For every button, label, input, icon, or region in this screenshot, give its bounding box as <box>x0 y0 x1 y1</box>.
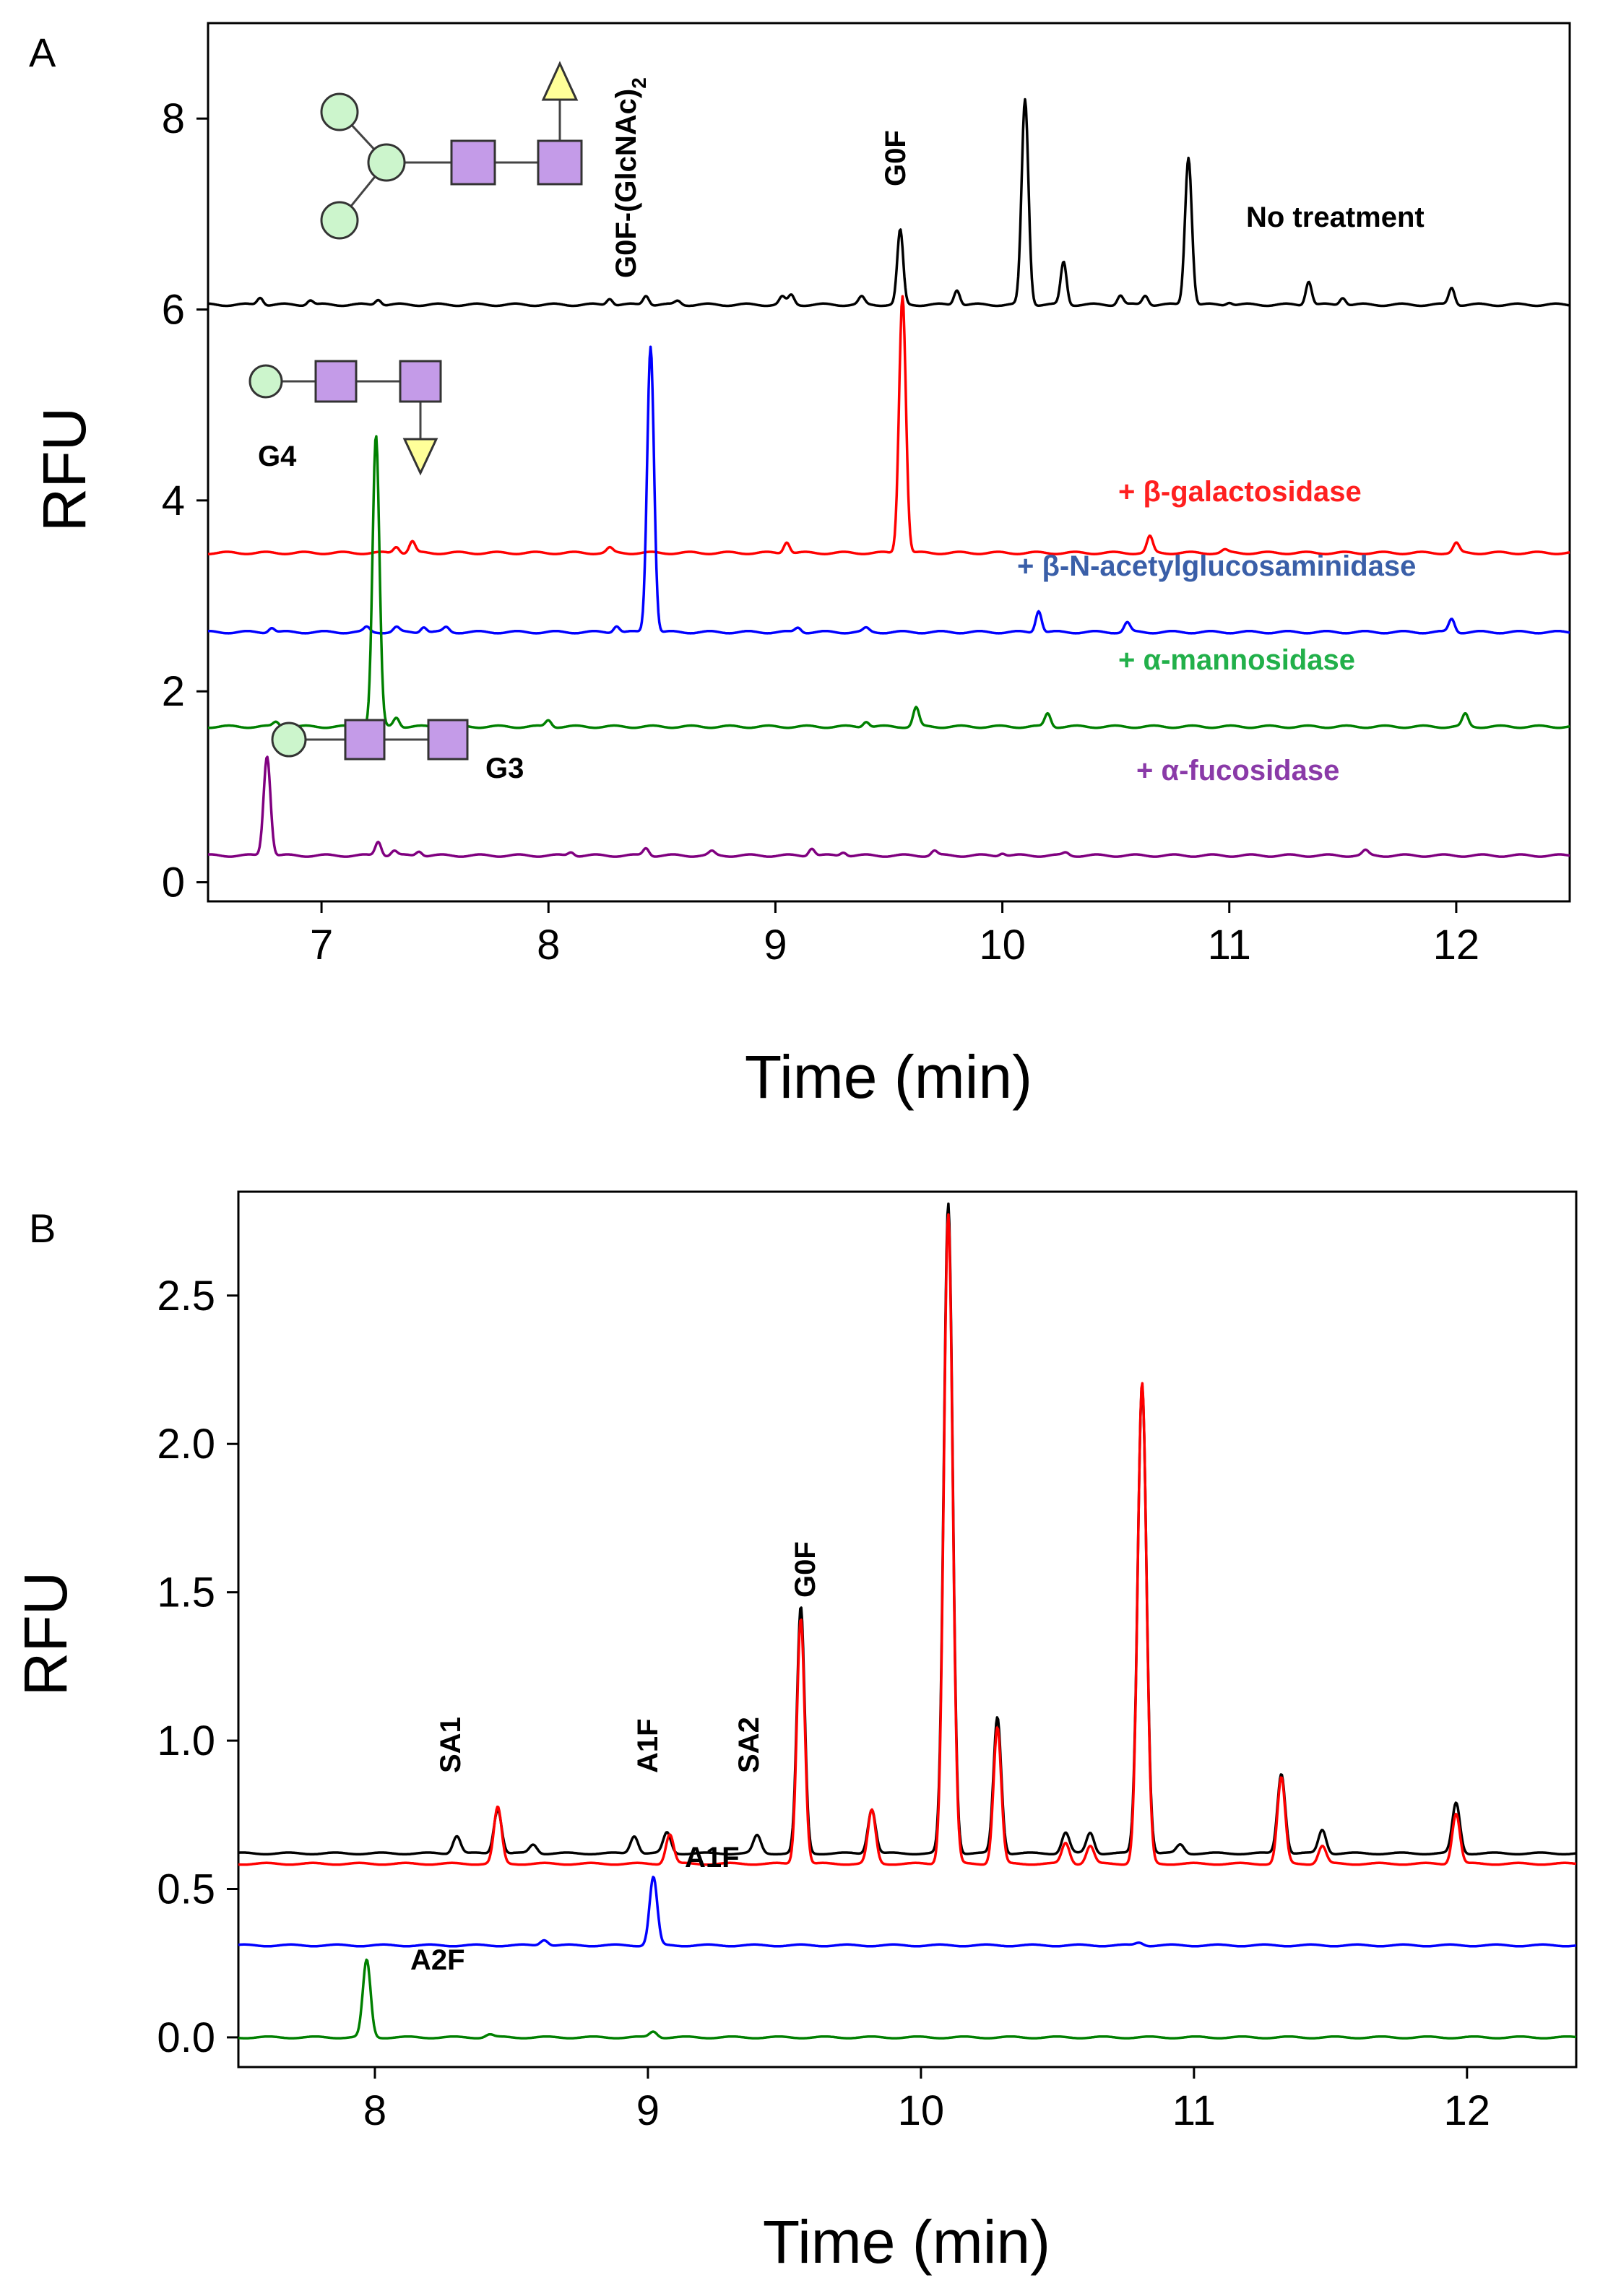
label-g3: G3 <box>485 753 524 784</box>
y-tick-label: 4 <box>162 477 185 524</box>
y-tick-label: 0 <box>162 859 185 906</box>
label-g4: G4 <box>258 441 297 472</box>
trace-n-acetylglucosaminidase <box>207 345 1570 635</box>
y-tick-label: 2.5 <box>157 1273 215 1320</box>
y-tick-label: 0.5 <box>157 1866 215 1912</box>
panel-b: B 8 9 10 11 12 0.0 0.5 1.0 1.5 2.0 2.5 Time (min)… <box>12 1190 1578 2276</box>
y-tick-label: 2 <box>162 668 185 715</box>
label-beta-galactosidase: + β-galactosidase <box>1118 476 1362 508</box>
x-tick-label: 11 <box>1208 922 1251 969</box>
panel-a-y-axis-title: RFU <box>30 407 98 532</box>
trace-fucosidase <box>207 755 1570 858</box>
glycan-glcnac-icon <box>344 719 386 761</box>
label-g0f-panel-a: G0F <box>880 130 912 186</box>
panel-a-x-ticks: 7 8 9 10 11 12 <box>310 901 1479 969</box>
label-sa2: SA2 <box>733 1717 765 1773</box>
label-no-treatment: No treatment <box>1246 202 1425 233</box>
panel-a-y-ticks: 0 2 4 6 8 <box>162 95 208 906</box>
y-tick-label: 2.0 <box>157 1421 215 1468</box>
glycan-mannose-icon <box>320 92 359 131</box>
label-g0f-glcnac2: G0F-(GlcNAc)2 <box>610 77 650 278</box>
trace-red-trace <box>238 1213 1577 1866</box>
panel-b-y-ticks: 0.0 0.5 1.0 1.5 2.0 2.5 <box>157 1273 238 2061</box>
y-tick-label: 6 <box>162 287 185 334</box>
label-g0f-panel-b: G0F <box>790 1541 821 1598</box>
y-tick-label: 8 <box>162 95 185 142</box>
panel-b-x-axis-title: Time (min) <box>763 2208 1050 2276</box>
x-tick-label: 8 <box>537 922 560 969</box>
panel-b-x-ticks: 8 9 10 11 12 <box>363 2067 1490 2134</box>
x-tick-label: 7 <box>310 922 333 969</box>
panel-a-plot-frame <box>207 22 1571 903</box>
x-tick-label: 9 <box>636 2087 660 2134</box>
label-a1f-vertical: A1F <box>632 1718 664 1773</box>
panel-a-letter: A <box>29 30 56 75</box>
glycan-g3-structure <box>271 719 469 761</box>
x-tick-label: 12 <box>1433 922 1480 969</box>
glycan-mannose-icon <box>271 722 307 758</box>
glycan-mannose-icon <box>367 143 406 182</box>
label-g0f-glcnac-subscript: 2 <box>628 77 650 89</box>
x-tick-label: 9 <box>764 922 787 969</box>
x-tick-label: 12 <box>1444 2087 1491 2134</box>
x-tick-label: 8 <box>363 2087 386 2134</box>
glycan-fucose-icon <box>541 61 579 101</box>
y-tick-label: 1.5 <box>157 1569 215 1616</box>
glycan-glcnac-icon <box>399 360 442 403</box>
label-a1f-blue-trace: A1F <box>685 1842 740 1873</box>
x-tick-label: 10 <box>979 922 1026 969</box>
panel-b-letter: B <box>29 1205 56 1251</box>
label-beta-n-acetylglucosaminidase: + β-N-acetylglucosaminidase <box>1017 550 1416 582</box>
trace-blue-trace <box>238 1876 1577 1948</box>
label-alpha-fucosidase: + α-fucosidase <box>1136 755 1339 787</box>
label-alpha-mannosidase: + α-mannosidase <box>1118 644 1355 676</box>
glycan-mannose-icon <box>248 364 283 399</box>
glycan-g0f-structure <box>320 61 583 240</box>
trace-galactosidase <box>207 295 1570 555</box>
panel-b-plot-frame <box>237 1190 1578 2068</box>
label-g0f-glcnac-main: G0F-(GlcNAc) <box>610 89 642 278</box>
panel-b-y-axis-title: RFU <box>12 1572 79 1697</box>
glycan-glcnac-icon <box>450 139 496 186</box>
trace-no-treatment <box>207 98 1570 308</box>
glycan-fucose-icon <box>402 438 438 476</box>
glycan-g4-structure <box>248 360 442 476</box>
trace-black-trace <box>238 1202 1577 1856</box>
label-sa1: SA1 <box>435 1717 467 1773</box>
glycan-glcnac-icon <box>314 360 358 403</box>
trace-green-trace <box>238 1958 1577 2040</box>
panel-a: A 7 8 9 10 11 12 0 2 4 6 8 Time (min) RFU <box>29 22 1571 1111</box>
y-tick-label: 0.0 <box>157 2014 215 2061</box>
x-tick-label: 11 <box>1172 2087 1216 2134</box>
glycan-glcnac-icon <box>427 719 469 761</box>
panel-b-traces <box>238 1202 1577 2040</box>
y-tick-label: 1.0 <box>157 1717 215 1764</box>
glycan-mannose-icon <box>320 201 359 240</box>
panel-a-x-axis-title: Time (min) <box>745 1043 1032 1111</box>
x-tick-label: 10 <box>898 2087 945 2134</box>
glycan-glcnac-icon <box>537 139 583 186</box>
label-a2f: A2F <box>410 1944 465 1976</box>
